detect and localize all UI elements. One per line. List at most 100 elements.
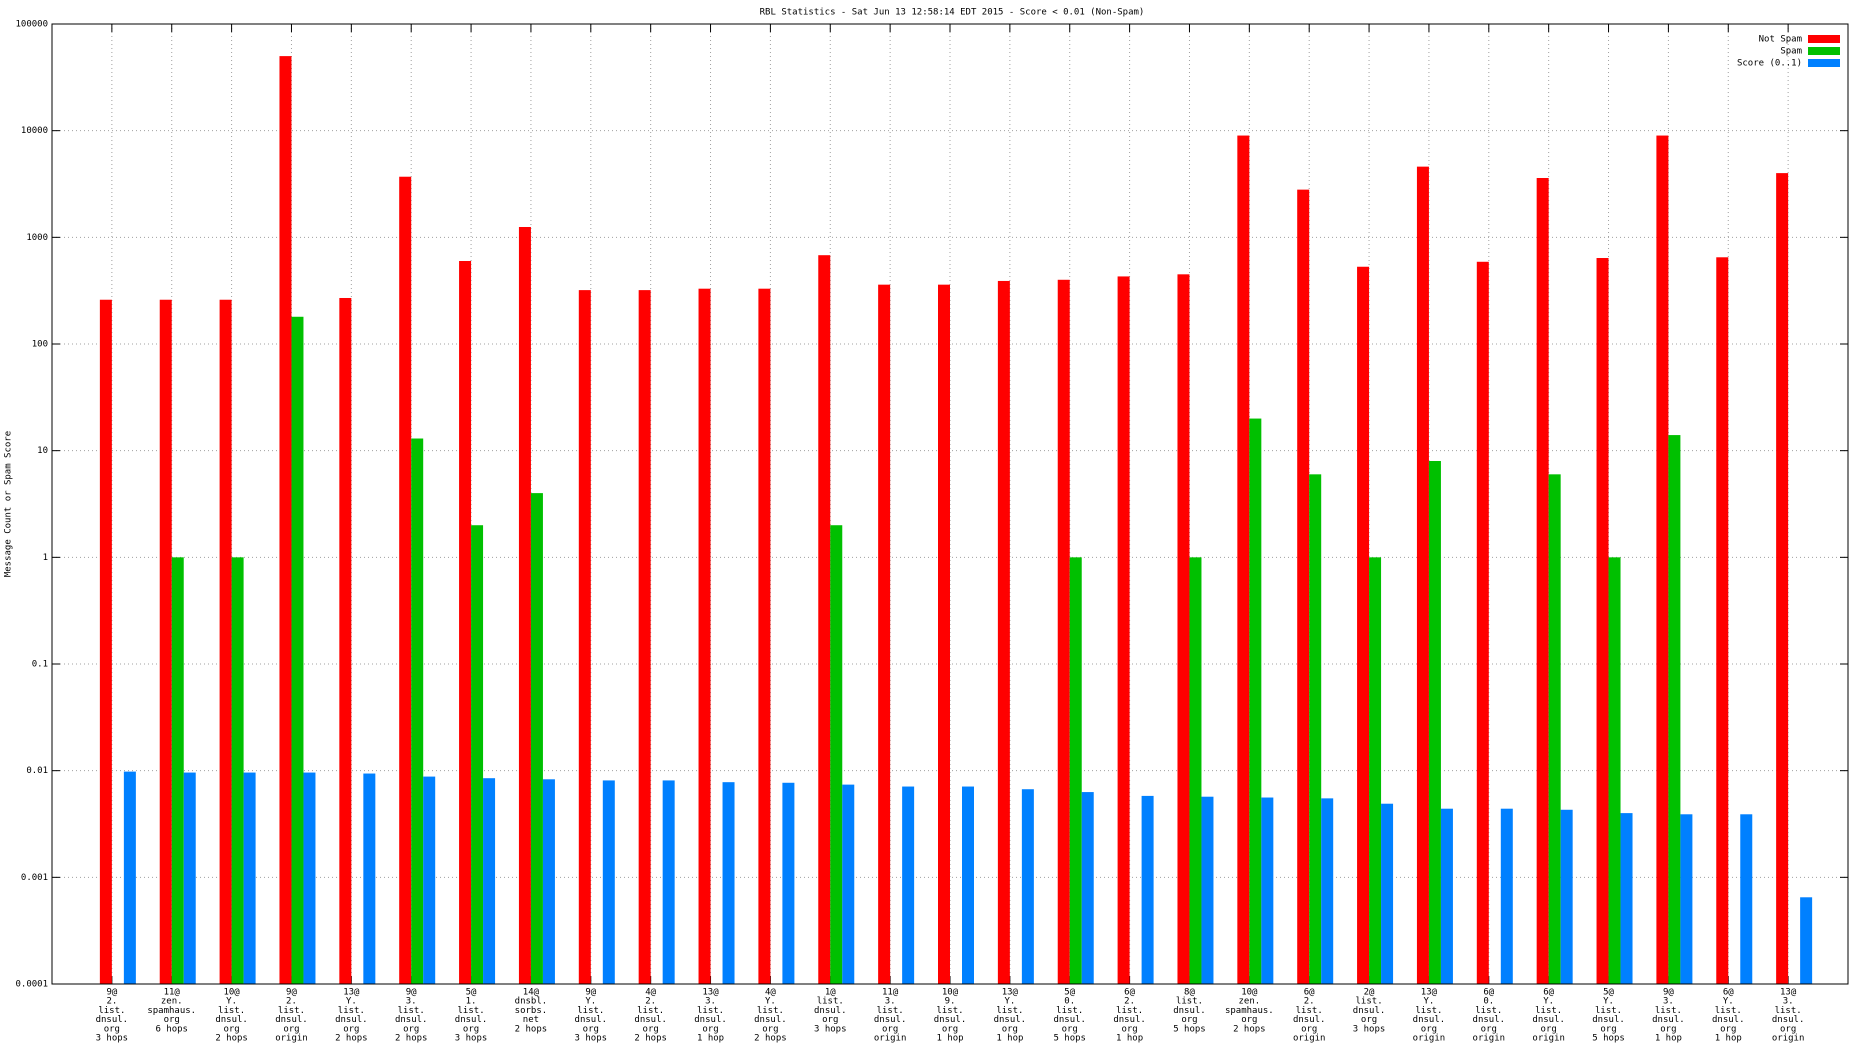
bar: [471, 525, 484, 984]
x-tick-label: Y.: [346, 997, 357, 1007]
x-tick-label: org: [643, 1024, 659, 1034]
x-tick-label: dnsul.: [335, 1015, 368, 1025]
y-tick-label: 100000: [15, 20, 48, 30]
x-tick-label: 2@: [1364, 988, 1375, 998]
x-tick-label: dnsul.: [754, 1015, 787, 1025]
bar: [1357, 266, 1370, 984]
bar: [159, 299, 172, 984]
x-tick-label: 9@: [286, 988, 297, 998]
x-tick-label: dnsul.: [1592, 1015, 1625, 1025]
bar: [1069, 557, 1082, 984]
x-tick-label: origin: [1532, 1034, 1565, 1044]
x-tick-label: 5@: [1064, 988, 1075, 998]
bar: [1440, 808, 1453, 984]
x-tick-label: 0.: [1064, 997, 1075, 1007]
y-tick-label: 0.001: [21, 873, 48, 883]
x-tick-label: Y.: [1004, 997, 1015, 1007]
x-tick-label: Y.: [1424, 997, 1435, 1007]
bar: [231, 557, 244, 984]
bar: [1620, 813, 1633, 984]
bar: [1081, 792, 1094, 984]
y-tick-label: 10000: [21, 126, 48, 136]
x-tick-label: Y.: [585, 997, 596, 1007]
x-tick-label: 13@: [1002, 988, 1019, 998]
x-tick-label: 9@: [106, 988, 117, 998]
bar: [698, 288, 711, 984]
x-tick-label: Y.: [1723, 997, 1734, 1007]
x-tick-label: list.: [1715, 1006, 1742, 1016]
x-tick-label: 5 hops: [1053, 1034, 1086, 1044]
x-tick-label: 6 hops: [155, 1024, 188, 1034]
x-tick-label: 2 hops: [215, 1034, 248, 1044]
x-tick-label: 1 hop: [936, 1034, 963, 1044]
bar: [1656, 135, 1669, 984]
x-tick-label: list.: [1056, 1006, 1083, 1016]
x-tick-label: dnsul.: [275, 1015, 308, 1025]
x-tick-label: net: [523, 1015, 539, 1025]
y-tick-label: 10: [37, 446, 48, 456]
bar: [219, 299, 232, 984]
x-tick-label: 11@: [164, 988, 181, 998]
x-tick-label: 2.: [1124, 997, 1135, 1007]
bar: [1021, 789, 1034, 984]
x-tick-label: list.: [1356, 997, 1383, 1007]
x-tick-label: origin: [1413, 1034, 1446, 1044]
x-tick-label: org: [1720, 1024, 1736, 1034]
x-tick-label: 1 hop: [996, 1034, 1023, 1044]
x-tick-label: dnsul.: [1772, 1015, 1805, 1025]
bar: [171, 557, 184, 984]
x-tick-label: 9.: [945, 997, 956, 1007]
bar: [363, 773, 376, 984]
y-tick-label: 0.1: [32, 660, 48, 670]
y-tick-label: 1000: [26, 233, 48, 243]
x-tick-label: 1 hop: [1715, 1034, 1742, 1044]
x-tick-label: dnsul.: [1712, 1015, 1745, 1025]
x-tick-label: 3 hops: [1353, 1024, 1386, 1034]
bar: [662, 780, 675, 984]
bar: [1249, 418, 1262, 985]
y-tick-label: 1: [43, 553, 48, 563]
x-tick-label: origin: [1293, 1034, 1326, 1044]
x-tick-label: 3.: [885, 997, 896, 1007]
bar: [878, 284, 891, 984]
x-tick-label: 2.: [106, 997, 117, 1007]
x-tick-label: dnsul.: [1532, 1015, 1565, 1025]
x-tick-label: 13@: [1780, 988, 1797, 998]
x-tick-label: 10@: [1241, 988, 1258, 998]
bar: [99, 299, 112, 984]
bar: [291, 316, 304, 984]
x-tick-label: 1 hop: [1655, 1034, 1682, 1044]
bar: [602, 780, 615, 984]
bar: [542, 779, 555, 984]
x-tick-label: Y.: [765, 997, 776, 1007]
x-tick-label: dnsul.: [634, 1015, 667, 1025]
x-tick-label: 3.: [705, 997, 716, 1007]
x-tick-label: list.: [278, 1006, 305, 1016]
x-tick-label: dnsul.: [1413, 1015, 1446, 1025]
bar: [1716, 257, 1729, 984]
x-tick-label: zen.: [1238, 997, 1260, 1007]
x-tick-label: dnsul.: [1652, 1015, 1685, 1025]
x-tick-label: list.: [877, 1006, 904, 1016]
x-tick-label: list.: [98, 1006, 125, 1016]
x-tick-label: origin: [1772, 1034, 1805, 1044]
x-tick-label: org: [1600, 1024, 1616, 1034]
bar: [279, 56, 292, 985]
x-tick-label: 2.: [645, 997, 656, 1007]
chart-title: RBL Statistics - Sat Jun 13 12:58:14 EDT…: [760, 8, 1145, 18]
x-tick-label: 6@: [1543, 988, 1554, 998]
x-tick-label: org: [942, 1024, 958, 1034]
x-tick-label: 2 hops: [395, 1034, 428, 1044]
x-tick-label: 3.: [1783, 997, 1794, 1007]
x-tick-label: 5 hops: [1173, 1024, 1206, 1034]
x-tick-label: list.: [757, 1006, 784, 1016]
bar: [1297, 189, 1310, 984]
bar: [830, 525, 843, 984]
bar: [459, 260, 472, 984]
bar: [638, 290, 651, 985]
x-tick-label: 6@: [1304, 988, 1315, 998]
bar: [962, 786, 974, 984]
bar: [1428, 461, 1441, 984]
x-tick-label: list.: [1535, 1006, 1562, 1016]
bar: [243, 772, 256, 984]
